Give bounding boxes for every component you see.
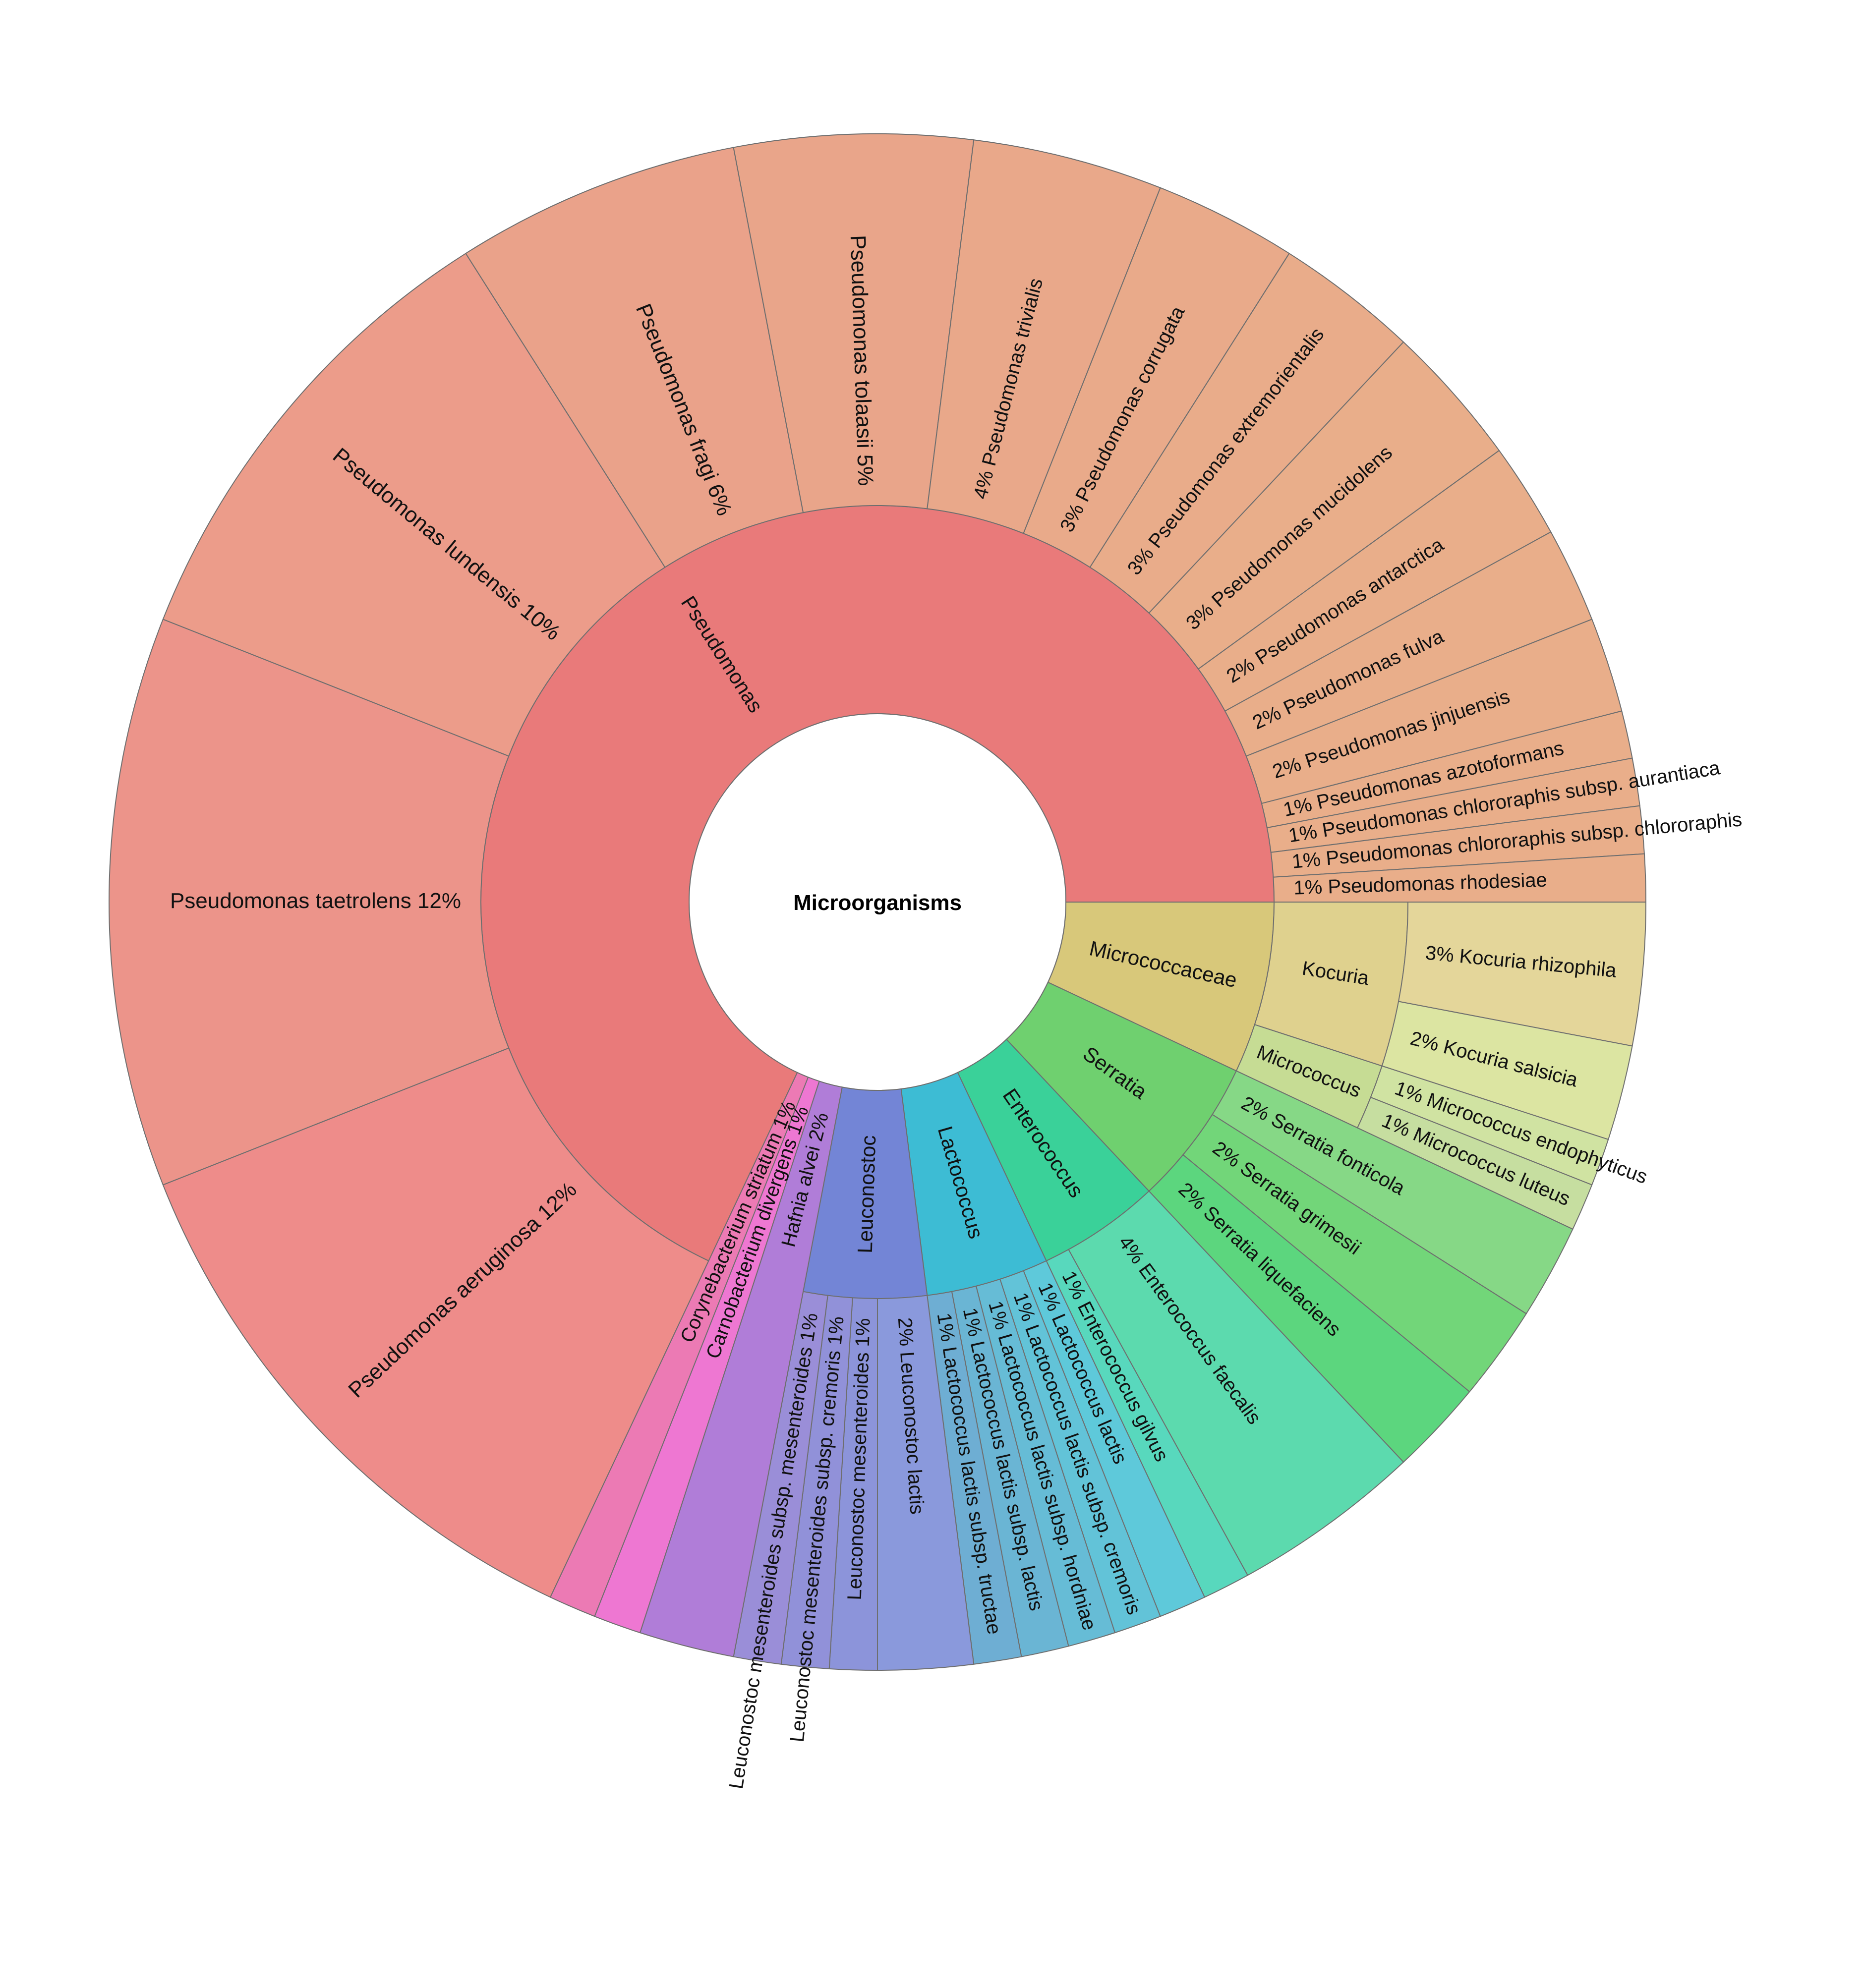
label-name: Pseudomonas taetrolens bbox=[170, 889, 411, 913]
wedge-pseudomonas-lundensis[interactable] bbox=[162, 252, 666, 757]
wedge-pseudomonas-aeruginosa[interactable] bbox=[162, 1047, 709, 1598]
label-leuconostoc: Leuconostoc bbox=[853, 1135, 880, 1254]
label-percent: 5% bbox=[853, 454, 878, 486]
wedge-pseudomonas-taetrolens[interactable] bbox=[109, 619, 510, 1186]
label-percent: 3% bbox=[1424, 942, 1460, 966]
label-percent: 1% bbox=[823, 1315, 848, 1346]
label-percent: 1% bbox=[933, 1311, 960, 1349]
label-percent: 1% bbox=[796, 1311, 822, 1343]
label-percent: 12% bbox=[417, 889, 461, 913]
label-percent: 1% bbox=[1287, 820, 1324, 847]
label-percent: 1% bbox=[851, 1318, 874, 1347]
label-percent: 1% bbox=[1291, 848, 1327, 872]
label-pseudomonas-taetrolens: Pseudomonas taetrolens 12% bbox=[170, 889, 461, 913]
chart-wedges bbox=[109, 133, 1647, 1671]
label-percent: 2% bbox=[894, 1317, 918, 1353]
wedge-pseudomonas-fragi[interactable] bbox=[465, 147, 804, 568]
chart-title: Microorganisms bbox=[793, 891, 962, 915]
label-percent: 1% bbox=[1293, 876, 1328, 899]
wedge-pseudomonas-rhodesiae[interactable] bbox=[1273, 853, 1647, 903]
center-hole bbox=[689, 713, 1066, 1091]
